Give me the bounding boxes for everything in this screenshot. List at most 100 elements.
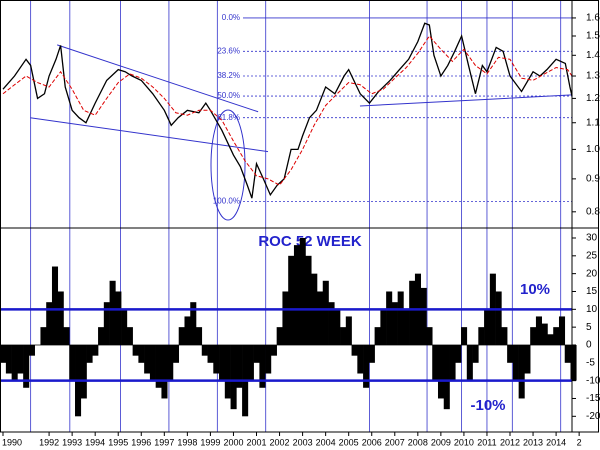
y-tick-label: -15 bbox=[586, 393, 600, 404]
roc-bar bbox=[386, 291, 393, 345]
trend-line bbox=[30, 117, 269, 153]
x-tick-label: 1990 bbox=[2, 437, 22, 447]
roc-bar bbox=[190, 302, 197, 345]
x-tick-label: 2014 bbox=[546, 437, 566, 447]
x-tick-label: 2 bbox=[577, 437, 582, 447]
roc-bar bbox=[138, 344, 145, 363]
roc-bar bbox=[547, 334, 554, 345]
roc-bar bbox=[115, 291, 122, 345]
roc-bar bbox=[196, 327, 203, 345]
x-tick-label: 1996 bbox=[131, 437, 151, 447]
roc-bar bbox=[340, 327, 347, 345]
roc-bar bbox=[558, 316, 566, 345]
y-tick-label: 1.3 bbox=[586, 71, 600, 82]
roc-bar bbox=[63, 327, 70, 345]
fib-label: 38.2% bbox=[217, 71, 240, 80]
roc-bar bbox=[553, 327, 560, 345]
roc-bar bbox=[167, 344, 174, 381]
y-tick-label: 25 bbox=[586, 250, 598, 261]
roc-bar bbox=[535, 316, 542, 345]
y-tick-label: 20 bbox=[586, 268, 598, 279]
roc-bar bbox=[368, 344, 375, 363]
price-line bbox=[2, 22, 573, 199]
roc-bar bbox=[357, 344, 364, 374]
roc-bar bbox=[507, 344, 514, 363]
roc-bar bbox=[57, 291, 64, 345]
x-tick-label: 2008 bbox=[408, 437, 428, 447]
x-tick-label: 2002 bbox=[270, 437, 290, 447]
y-tick-label: 1.6 bbox=[586, 13, 600, 24]
roc-bar bbox=[541, 323, 548, 345]
roc-bar bbox=[17, 344, 24, 374]
x-tick-label: 2009 bbox=[431, 437, 451, 447]
roc-bar bbox=[184, 316, 191, 345]
highlight-ellipse bbox=[210, 109, 246, 221]
roc-bar bbox=[328, 302, 335, 345]
roc-bar bbox=[161, 344, 168, 399]
roc-bar bbox=[5, 344, 12, 374]
roc-bar bbox=[374, 327, 381, 345]
roc-bar bbox=[172, 344, 180, 363]
roc-bar bbox=[40, 327, 47, 345]
roc-bar bbox=[472, 344, 479, 363]
roc-bar bbox=[28, 344, 35, 356]
roc-bar bbox=[253, 344, 260, 363]
roc-bar bbox=[282, 291, 289, 345]
y-tick-label: -10 bbox=[586, 375, 600, 386]
x-tick-label: 2003 bbox=[293, 437, 313, 447]
roc-bar bbox=[213, 344, 220, 374]
y-tick-label: 5 bbox=[586, 322, 592, 333]
roc-bar bbox=[420, 287, 427, 345]
roc-bar bbox=[126, 327, 133, 345]
roc-bar bbox=[403, 309, 410, 345]
roc-bar bbox=[201, 344, 208, 356]
roc-bar bbox=[495, 291, 502, 345]
roc-bar bbox=[397, 291, 404, 345]
roc-bar bbox=[51, 266, 59, 345]
roc-bar bbox=[443, 344, 450, 410]
roc-bar bbox=[224, 344, 231, 399]
roc-bar bbox=[236, 344, 243, 388]
roc-bar bbox=[155, 344, 162, 388]
roc-bar bbox=[564, 344, 571, 363]
roc-bar bbox=[305, 255, 312, 345]
y-tick-label: 30 bbox=[586, 233, 598, 244]
x-tick-label: 2007 bbox=[385, 437, 405, 447]
roc-bar bbox=[322, 280, 329, 345]
roc-bar bbox=[98, 327, 105, 345]
x-tick-label: 1998 bbox=[177, 437, 197, 447]
roc-bar bbox=[46, 302, 53, 345]
threshold-label: -10% bbox=[470, 397, 505, 414]
x-tick-label: 2001 bbox=[246, 437, 266, 447]
x-tick-label: 2013 bbox=[523, 437, 543, 447]
roc-bar bbox=[380, 309, 387, 345]
roc-bar bbox=[69, 344, 76, 381]
roc-bar bbox=[0, 344, 7, 363]
x-tick-label: 2000 bbox=[223, 437, 243, 447]
y-tick-label: 1.2 bbox=[586, 93, 600, 104]
roc-title: ROC 52 WEEK bbox=[258, 233, 362, 250]
roc-bar bbox=[345, 316, 352, 345]
roc-bar bbox=[437, 344, 445, 399]
roc-bar bbox=[484, 309, 491, 345]
roc-bar bbox=[363, 344, 370, 388]
roc-bar bbox=[391, 302, 398, 345]
roc-bar bbox=[121, 309, 128, 345]
roc-bar bbox=[132, 344, 139, 356]
x-tick-label: 2005 bbox=[339, 437, 359, 447]
trend-line bbox=[359, 94, 573, 107]
roc-bar bbox=[259, 344, 266, 388]
x-tick-label: 2004 bbox=[316, 437, 336, 447]
x-tick-label: 2011 bbox=[477, 437, 496, 447]
roc-bar bbox=[11, 344, 18, 381]
roc-bar bbox=[86, 344, 93, 363]
roc-bar bbox=[316, 291, 324, 345]
y-tick-label: 10 bbox=[586, 304, 598, 315]
roc-bar bbox=[270, 344, 277, 356]
roc-bar bbox=[461, 327, 468, 345]
roc-bar bbox=[512, 344, 519, 381]
y-tick-label: 1.5 bbox=[586, 31, 600, 42]
x-tick-label: 2010 bbox=[454, 437, 474, 447]
